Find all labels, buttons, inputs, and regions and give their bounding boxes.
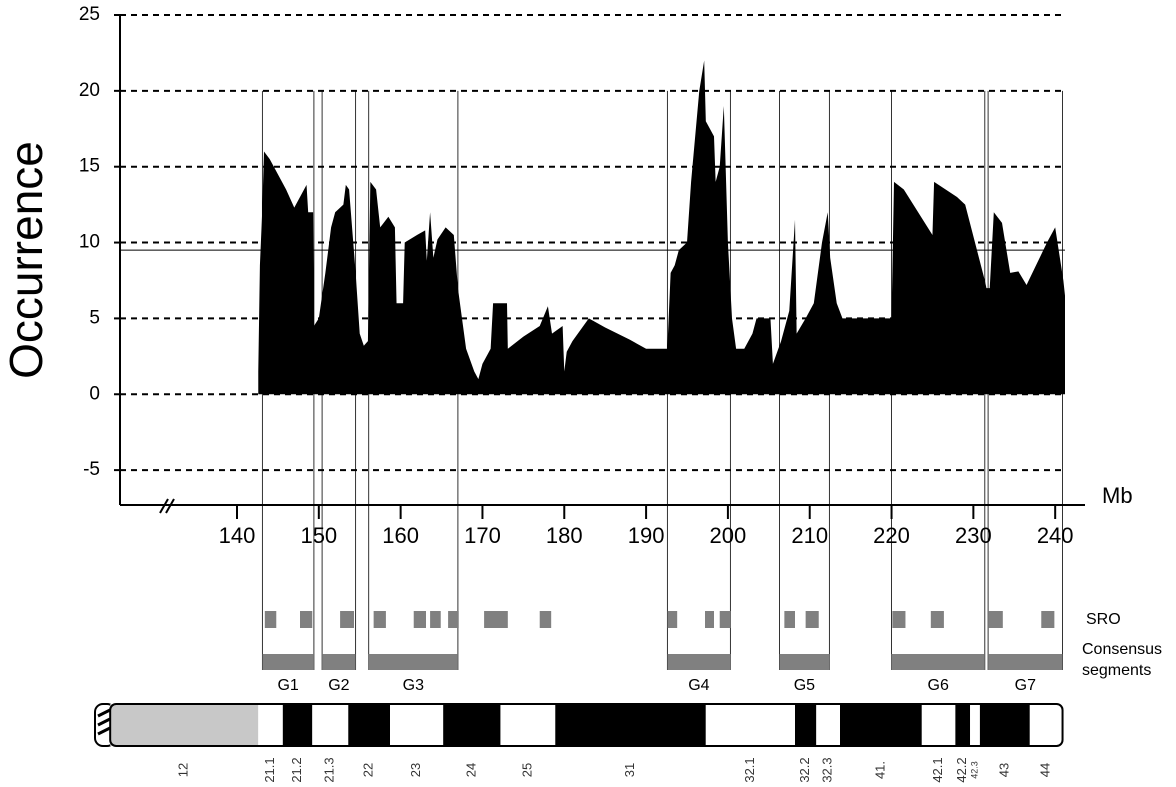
ideogram-hatch xyxy=(97,717,111,727)
sro-block xyxy=(340,611,354,628)
band-label: 12 xyxy=(176,763,191,777)
ideogram-hatch xyxy=(97,708,111,718)
y-tick-label: 20 xyxy=(79,80,100,101)
ideogram-band xyxy=(979,704,1030,746)
band-label: 31 xyxy=(622,763,637,777)
consensus-label: Consensus xyxy=(1082,641,1162,658)
sro-block xyxy=(719,611,731,628)
ideogram-band xyxy=(555,704,706,746)
region-label: G1 xyxy=(277,677,298,694)
ideogram-band xyxy=(348,704,390,746)
ideogram-band xyxy=(312,704,349,746)
region-label: G3 xyxy=(403,677,424,694)
ideogram-band xyxy=(443,704,501,746)
band-label: 44 xyxy=(1038,763,1053,777)
region-label: G6 xyxy=(928,677,949,694)
sro-block xyxy=(539,611,552,628)
ideogram-band xyxy=(795,704,817,746)
band-label: 24 xyxy=(463,763,478,777)
region-label: G4 xyxy=(688,677,709,694)
sro-block xyxy=(930,611,944,628)
x-tick-label: 240 xyxy=(1037,523,1074,548)
sro-block xyxy=(805,611,819,628)
band-label: 21.3 xyxy=(322,757,337,782)
band-label: 21.1 xyxy=(262,757,277,782)
y-axis-label: Occurrence xyxy=(0,141,52,379)
y-tick-label: 25 xyxy=(79,4,100,25)
band-label: 42.1 xyxy=(930,757,945,782)
y-tick-label: 5 xyxy=(89,307,100,328)
band-label: 25 xyxy=(519,763,534,777)
ideogram-band xyxy=(840,704,922,746)
consensus-segment xyxy=(779,654,830,670)
sro-block xyxy=(413,611,426,628)
consensus-segment xyxy=(262,654,314,670)
ideogram-hatch xyxy=(97,726,111,736)
consensus-segment xyxy=(322,654,356,670)
sro-block xyxy=(988,611,1003,628)
consensus-segment xyxy=(667,654,731,670)
ideogram-band xyxy=(500,704,556,746)
band-label: 41. xyxy=(872,761,887,779)
sro-block xyxy=(784,611,795,628)
x-tick-label: 140 xyxy=(219,523,256,548)
sro-block xyxy=(484,611,508,628)
x-tick-label: 210 xyxy=(791,523,828,548)
sro-block xyxy=(667,611,678,628)
band-label: 43 xyxy=(996,763,1011,777)
x-axis-label: Mb xyxy=(1102,483,1133,508)
sro-block xyxy=(373,611,386,628)
region-label: G7 xyxy=(1015,677,1036,694)
occurrence-area xyxy=(258,60,1066,395)
sro-block xyxy=(264,611,277,628)
ideogram-band xyxy=(258,704,283,746)
region-label: G2 xyxy=(328,677,349,694)
sro-block xyxy=(705,611,714,628)
band-label: 32.2 xyxy=(797,757,812,782)
y-tick-label: 0 xyxy=(89,383,100,404)
x-tick-label: 170 xyxy=(464,523,501,548)
band-label: 42.3 xyxy=(969,761,979,779)
y-tick-label: -5 xyxy=(83,459,100,480)
sro-block xyxy=(1041,611,1055,628)
ideogram-band xyxy=(816,704,840,746)
x-tick-label: 150 xyxy=(300,523,337,548)
x-tick-label: 230 xyxy=(955,523,992,548)
y-tick-label: 15 xyxy=(79,156,100,177)
ideogram-outline xyxy=(109,703,1064,747)
band-label: 21.2 xyxy=(289,757,304,782)
ideogram-band xyxy=(1029,704,1063,746)
x-tick-label: 200 xyxy=(710,523,747,548)
consensus-segment xyxy=(988,654,1063,670)
ideogram-band xyxy=(921,704,956,746)
ideogram-band xyxy=(955,704,971,746)
band-label: 32.3 xyxy=(820,757,835,782)
ideogram-band xyxy=(282,704,313,746)
sro-block xyxy=(448,611,459,628)
band-label: 32.1 xyxy=(742,757,757,782)
consensus-segment xyxy=(368,654,458,670)
y-tick-label: 10 xyxy=(79,232,100,253)
x-tick-label: 190 xyxy=(628,523,665,548)
band-label: 42.2 xyxy=(954,757,969,782)
consensus-label: segments xyxy=(1082,662,1151,679)
band-label: 22 xyxy=(361,763,376,777)
ideogram-band xyxy=(970,704,980,746)
consensus-segment xyxy=(891,654,985,670)
band-label: 23 xyxy=(408,763,423,777)
ideogram-band xyxy=(705,704,795,746)
sro-block xyxy=(892,611,906,628)
sro-label: SRO xyxy=(1086,611,1121,628)
region-label: G5 xyxy=(794,677,815,694)
x-tick-label: 160 xyxy=(382,523,419,548)
ideogram-band xyxy=(390,704,444,746)
ideogram-band xyxy=(110,704,259,746)
x-tick-label: 180 xyxy=(546,523,583,548)
sro-block xyxy=(430,611,441,628)
sro-block xyxy=(300,611,313,628)
